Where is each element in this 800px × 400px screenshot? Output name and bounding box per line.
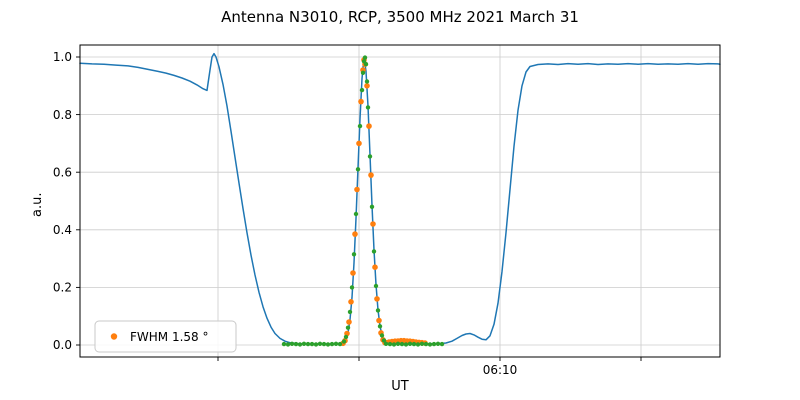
selected-points-green-point [325, 342, 331, 347]
drift-scan-signal [79, 52, 721, 345]
selected-points-green-point [360, 70, 366, 76]
selected-points-green-point [369, 204, 375, 209]
gaussian-fit-orange-point [370, 221, 376, 227]
selected-points-green-point [411, 341, 417, 347]
selected-points-green-point [333, 341, 339, 346]
selected-points-green-point [313, 342, 319, 347]
selected-points-green-point [423, 341, 429, 347]
selected-points-green-point [289, 341, 295, 346]
selected-points-green-point [427, 342, 433, 347]
selected-points-green-point [321, 341, 327, 347]
selected-points-green-point [431, 341, 437, 347]
selected-points-green-point [353, 211, 359, 217]
gaussian-fit-orange-point [352, 231, 358, 237]
gaussian-fit-orange-point [354, 186, 360, 193]
x-tick-label: 06:10 [483, 363, 518, 377]
y-tick-label: 0.2 [53, 281, 72, 295]
selected-points-green-point [407, 341, 413, 346]
selected-points-green-point [359, 87, 365, 93]
selected-points-green-point [373, 283, 379, 289]
selected-points-green-point [309, 341, 315, 347]
selected-points-green-point [343, 334, 349, 340]
axes-frame [79, 44, 721, 358]
data-series-layer [79, 52, 721, 347]
selected-points-green-point [383, 341, 389, 346]
gaussian-fit-orange-point [348, 299, 354, 305]
selected-points-green-point [391, 342, 397, 347]
selected-points-green-point [357, 123, 363, 129]
selected-points-green-point [365, 105, 371, 110]
selected-points-green-point [297, 342, 303, 347]
chart-title: Antenna N3010, RCP, 3500 MHz 2021 March … [221, 8, 579, 26]
selected-points-green-point [403, 342, 409, 347]
selected-points-green-point [347, 309, 353, 315]
selected-points-green-point [281, 341, 287, 347]
legend-label: FWHM 1.58 ° [130, 330, 209, 344]
gaussian-fit-orange-point [364, 83, 370, 89]
gridlines [80, 45, 720, 357]
selected-points-green-point [285, 342, 291, 347]
selected-points-green-point [341, 339, 347, 344]
y-tick-label: 0.8 [53, 108, 72, 122]
selected-points-green-point [367, 154, 373, 159]
selected-points-green-point [439, 341, 445, 347]
selected-points-green-point [435, 341, 441, 346]
selected-points-green-point [363, 61, 369, 67]
selected-points-green-point [362, 55, 368, 60]
selected-points-green-point [419, 341, 425, 346]
axis-ticks: 0.0 0.2 0.4 0.6 0.8 1.0 06:10 [53, 50, 642, 377]
selected-points-green-point [349, 285, 355, 290]
selected-points-green-point [381, 338, 387, 343]
gaussian-fit-orange-point [376, 317, 382, 324]
gaussian-fit-orange-point [366, 123, 372, 129]
y-tick-label: 0.6 [53, 165, 72, 179]
y-tick-label: 1.0 [53, 50, 72, 64]
selected-points-green-point [395, 341, 401, 346]
selected-points-green-point [377, 324, 383, 329]
x-axis-label: UT [391, 379, 409, 394]
selected-points-green-point [317, 341, 323, 346]
gaussian-fit-orange [340, 57, 428, 347]
selected-points-green-point [351, 252, 357, 257]
selected-points-green-point [371, 249, 377, 254]
selected-points-green-point [375, 308, 381, 313]
legend: FWHM 1.58 ° [94, 320, 237, 353]
gaussian-fit-orange-point [374, 296, 380, 302]
selected-points-green [281, 55, 445, 347]
selected-points-green-point [379, 333, 385, 338]
selected-points-green-point [337, 341, 343, 347]
y-tick-label: 0.0 [53, 338, 72, 352]
selected-points-green-point [387, 341, 393, 347]
selected-points-green-point [364, 79, 370, 84]
gaussian-fit-orange-point [346, 319, 352, 325]
selected-points-green-point [293, 341, 299, 347]
legend-box [94, 320, 237, 353]
legend-marker-fwhm [110, 333, 118, 340]
y-tick-label: 0.4 [53, 223, 72, 237]
gaussian-fit-orange-point [356, 140, 362, 147]
selected-points-green-point [329, 341, 335, 347]
gaussian-fit-orange-point [372, 264, 378, 271]
selected-points-green-point [305, 341, 311, 347]
selected-points-green-point [345, 325, 351, 330]
selected-points-green-point [301, 341, 307, 346]
selected-points-green-point [355, 167, 361, 172]
gaussian-fit-orange-point [368, 172, 374, 178]
selected-points-green-point [399, 341, 405, 347]
selected-points-green-point [415, 342, 421, 347]
gaussian-fit-orange-point [358, 98, 364, 105]
gaussian-fit-orange-point [350, 270, 356, 276]
